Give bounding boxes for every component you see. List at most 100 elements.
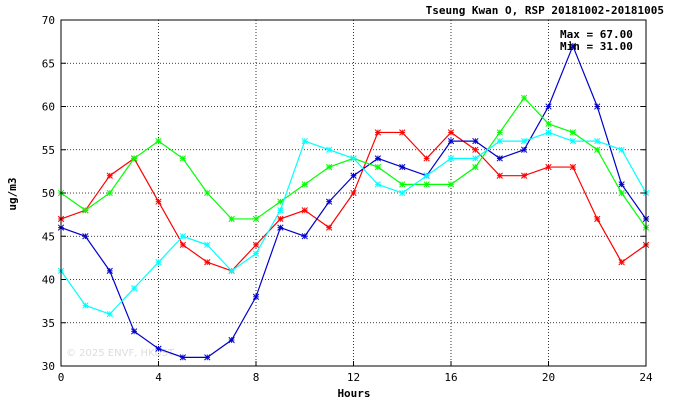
data-point <box>472 137 479 145</box>
data-point <box>399 129 406 136</box>
data-point <box>618 146 625 153</box>
chart-title: Tseung Kwan O, RSP 20181002-20181005 <box>426 4 664 17</box>
data-point <box>520 94 528 102</box>
data-point <box>228 336 235 344</box>
data-point <box>130 155 138 162</box>
data-point <box>350 189 357 197</box>
data-point <box>520 146 528 153</box>
min-label: Min = 31.00 <box>560 40 633 53</box>
data-point <box>496 129 503 136</box>
data-point <box>301 207 308 214</box>
data-point <box>325 198 333 205</box>
data-point <box>569 137 577 145</box>
data-point <box>155 345 162 352</box>
data-point <box>374 155 382 162</box>
data-point <box>228 267 235 275</box>
data-point <box>618 189 625 197</box>
x-tick-label: 8 <box>253 371 260 384</box>
data-point <box>472 155 479 162</box>
data-point <box>277 215 284 223</box>
data-point <box>447 181 455 188</box>
data-point <box>374 181 382 188</box>
x-tick-label: 20 <box>542 371 555 384</box>
series-line <box>60 96 647 228</box>
data-point <box>496 172 503 179</box>
data-point <box>106 310 113 318</box>
data-point <box>204 189 211 197</box>
x-tick-label: 16 <box>444 371 457 384</box>
data-point <box>350 172 357 179</box>
x-tick-label: 24 <box>639 371 653 384</box>
data-point <box>594 215 601 223</box>
data-point <box>130 284 138 292</box>
y-tick-label: 40 <box>42 274 55 287</box>
y-tick-label: 70 <box>42 14 55 27</box>
data-point <box>179 155 187 162</box>
data-point <box>545 129 552 136</box>
series-1 <box>57 129 650 275</box>
data-point <box>423 181 430 188</box>
data-point <box>545 120 552 127</box>
data-point <box>496 137 503 145</box>
data-point <box>472 146 479 153</box>
data-point <box>130 328 138 335</box>
data-point <box>179 233 187 240</box>
data-point <box>472 163 479 171</box>
data-point <box>399 181 406 188</box>
data-point <box>325 224 333 231</box>
data-point <box>301 181 308 188</box>
data-point <box>520 137 528 145</box>
data-point <box>399 189 406 197</box>
data-point <box>447 137 455 145</box>
data-point <box>204 259 211 266</box>
data-point <box>374 163 382 171</box>
data-point <box>301 137 308 145</box>
data-point <box>545 163 552 171</box>
data-point <box>252 215 260 223</box>
x-tick-label: 0 <box>58 371 65 384</box>
data-point <box>155 259 162 266</box>
data-point <box>204 241 211 249</box>
data-point <box>106 172 113 179</box>
y-axis-label: ug/m3 <box>6 177 19 210</box>
data-point <box>399 163 406 171</box>
data-point <box>594 146 601 153</box>
data-point <box>594 103 601 110</box>
y-tick-label: 60 <box>42 101 55 114</box>
data-point <box>569 129 577 136</box>
data-point <box>569 42 577 50</box>
x-tick-label: 12 <box>347 371 360 384</box>
data-point <box>496 155 503 162</box>
data-point <box>618 259 625 266</box>
series-line <box>60 131 647 272</box>
data-point <box>569 163 577 171</box>
grid-lines <box>61 20 646 366</box>
data-point <box>228 215 235 223</box>
data-point <box>325 146 333 153</box>
y-tick-label: 55 <box>42 144 55 157</box>
data-point <box>155 198 162 205</box>
data-point <box>82 302 89 309</box>
watermark: © 2025 ENVF, HKUST <box>66 348 175 359</box>
data-point <box>374 129 382 136</box>
data-point <box>618 181 625 188</box>
data-point <box>520 172 528 179</box>
data-point <box>179 354 187 361</box>
data-point <box>277 224 284 231</box>
data-point <box>204 354 211 361</box>
y-tick-label: 65 <box>42 57 55 70</box>
axis-ticks: 0 4 8 12 16 20 24 30 35 40 45 50 55 60 65 70 <box>42 14 653 384</box>
y-tick-label: 35 <box>42 317 55 330</box>
y-tick-label: 50 <box>42 187 55 200</box>
data-point <box>277 207 284 214</box>
y-tick-label: 45 <box>42 230 55 243</box>
data-point <box>252 241 260 249</box>
data-point <box>252 293 260 300</box>
x-tick-label: 4 <box>155 371 162 384</box>
series-3 <box>57 94 650 231</box>
data-point <box>423 155 430 162</box>
data-point <box>106 189 113 197</box>
data-point <box>82 233 89 240</box>
data-point <box>545 103 552 110</box>
